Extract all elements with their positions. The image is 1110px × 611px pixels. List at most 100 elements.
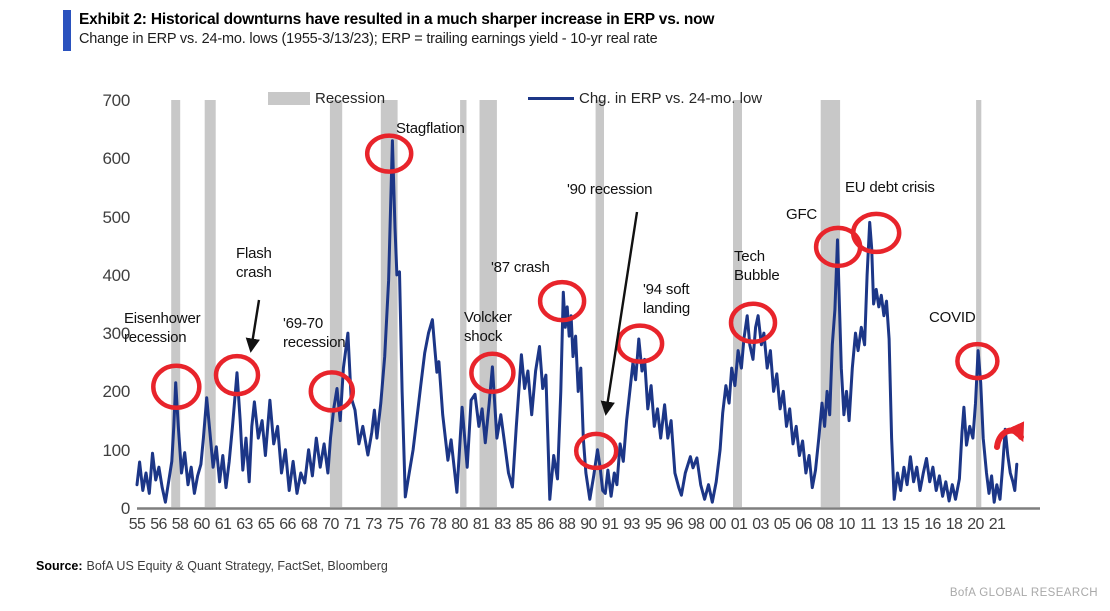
- legend-recession-label: Recession: [315, 90, 386, 107]
- x-tick-label: 91: [601, 516, 619, 533]
- recession-band: [820, 100, 841, 507]
- event-label: Eisenhower recession: [124, 310, 201, 346]
- recession-swatch: [268, 92, 310, 105]
- highlight-circle: [364, 133, 414, 174]
- x-tick-label: 00: [709, 516, 726, 533]
- event-label: '90 recession: [567, 181, 653, 198]
- y-tick-label: 200: [102, 382, 131, 402]
- event-label: Volcker shock: [464, 309, 512, 345]
- event-label: Stagflation: [396, 120, 465, 137]
- source-note: Source: BofA US Equity & Quant Strategy, …: [36, 559, 388, 573]
- event-label: Flash crash: [236, 245, 272, 281]
- x-tick-label: 05: [773, 516, 791, 533]
- recession-band: [976, 100, 982, 507]
- x-tick-label: 01: [730, 516, 748, 533]
- x-tick-label: 66: [279, 516, 296, 533]
- event-label: '69-70 recession: [283, 315, 346, 351]
- highlight-circle: [850, 211, 902, 255]
- recovery-hook-arrow: [994, 421, 1025, 450]
- recession-band: [329, 100, 343, 507]
- y-tick-label: 600: [102, 149, 131, 169]
- x-tick-label: 80: [451, 516, 468, 533]
- event-label: '87 crash: [491, 259, 550, 276]
- highlight-circle: [469, 351, 516, 395]
- recession-band: [460, 100, 467, 507]
- x-tick-label: 13: [881, 516, 898, 533]
- x-tick-label: 76: [408, 516, 425, 533]
- event-label: Tech Bubble: [734, 248, 780, 284]
- x-tick-label: 90: [580, 516, 597, 533]
- x-tick-label: 20: [967, 516, 984, 533]
- x-tick-label: 03: [752, 516, 769, 533]
- x-tick-label: 81: [472, 516, 490, 533]
- y-tick-label: 700: [102, 91, 131, 110]
- x-tick-label: 93: [623, 516, 640, 533]
- recession-band: [595, 100, 604, 507]
- event-label: EU debt crisis: [845, 179, 935, 196]
- x-tick-label: 73: [365, 516, 382, 533]
- legend-item-series: Chg. in ERP vs. 24-mo. low: [528, 90, 762, 107]
- x-tick-label: 55: [128, 516, 146, 533]
- x-tick-label: 56: [150, 516, 167, 533]
- highlight-circle: [728, 301, 778, 344]
- exhibit-title: Exhibit 2: Historical downturns have res…: [79, 11, 715, 28]
- event-label: COVID: [929, 309, 976, 326]
- annotation-arrow: [245, 299, 261, 353]
- x-tick-label: 83: [494, 516, 511, 533]
- x-tick-label: 11: [860, 516, 876, 533]
- x-tick-label: 75: [386, 516, 404, 533]
- x-tick-label: 06: [795, 516, 812, 533]
- x-tick-label: 21: [988, 516, 1006, 533]
- recession-band: [204, 100, 216, 507]
- x-tick-label: 71: [343, 516, 361, 533]
- event-label: GFC: [786, 206, 818, 223]
- event-label: '94 soft landing: [643, 281, 690, 317]
- legend-series-label: Chg. in ERP vs. 24-mo. low: [579, 90, 763, 107]
- x-tick-label: 16: [924, 516, 941, 533]
- y-tick-label: 0: [120, 499, 130, 518]
- x-tick-label: 60: [193, 516, 210, 533]
- recession-band: [733, 100, 742, 507]
- exhibit-header: Exhibit 2: Historical downturns have res…: [63, 10, 714, 51]
- x-tick-label: 86: [537, 516, 554, 533]
- highlight-circle: [615, 323, 665, 364]
- exhibit-subtitle: Change in ERP vs. 24-mo. lows (1955-3/13…: [79, 31, 658, 47]
- x-tick-label: 61: [214, 516, 232, 533]
- highlight-circle: [151, 363, 202, 411]
- x-tick-label: 98: [687, 516, 705, 533]
- x-tick-label: 58: [171, 516, 189, 533]
- x-tick-label: 95: [644, 516, 662, 533]
- series-line-swatch: [528, 96, 574, 101]
- highlight-circle: [573, 431, 619, 471]
- y-tick-label: 300: [102, 324, 131, 344]
- x-tick-label: 70: [322, 516, 339, 533]
- legend-item-recession: Recession: [268, 90, 385, 107]
- x-tick-label: 08: [816, 516, 834, 533]
- highlight-circle: [308, 370, 356, 413]
- y-tick-label: 500: [102, 207, 131, 227]
- y-tick-label: 400: [102, 265, 131, 285]
- highlight-circle: [955, 341, 1000, 381]
- x-tick-label: 78: [429, 516, 447, 533]
- source-text: BofA US Equity & Quant Strategy, FactSet…: [86, 559, 388, 573]
- x-tick-label: 96: [666, 516, 683, 533]
- x-tick-label: 10: [838, 516, 855, 533]
- x-tick-label: 68: [300, 516, 318, 533]
- x-tick-label: 88: [558, 516, 576, 533]
- x-tick-label: 18: [945, 516, 963, 533]
- highlight-circle: [213, 353, 261, 397]
- recession-band: [380, 100, 398, 507]
- y-tick-label: 100: [102, 440, 131, 460]
- x-tick-label: 63: [236, 516, 253, 533]
- highlight-circle: [537, 279, 587, 323]
- brand-mark: BofA GLOBAL RESEARCH: [949, 587, 1098, 599]
- source-label: Source:: [36, 559, 83, 573]
- x-tick-label: 15: [902, 516, 920, 533]
- title-accent-bar: [63, 10, 71, 51]
- x-tick-label: 65: [257, 516, 275, 533]
- recession-band: [171, 100, 181, 507]
- erp-line: [135, 139, 1019, 504]
- x-tick-label: 85: [515, 516, 533, 533]
